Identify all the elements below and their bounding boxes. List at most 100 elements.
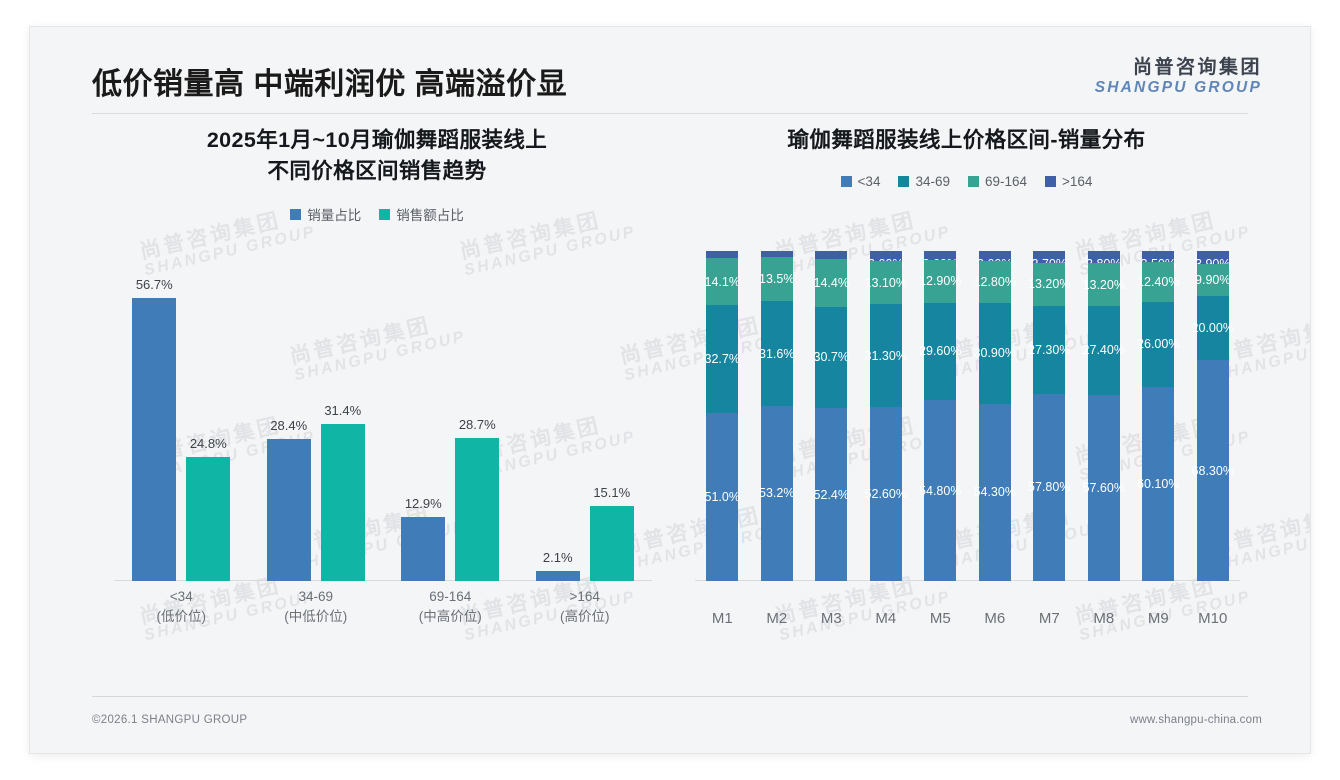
stack-segment-<34[interactable]: 52.60% [865, 407, 907, 581]
stack-segment-69-164[interactable]: 13.5% [759, 256, 794, 302]
stack-segment-label: 14.1% [704, 274, 740, 289]
stacked-bar-column[interactable]: 3.00% 12.80% 30.90% 54.30% [974, 251, 1016, 581]
stack-segment->164[interactable]: 3.00% [977, 251, 1012, 271]
stack-segment-69-164[interactable]: 12.40% [1137, 262, 1179, 303]
left-x-axis-line [114, 580, 652, 581]
stack-segment->164[interactable]: 2.60% [923, 251, 958, 271]
bar-销售额占比[interactable] [320, 424, 365, 581]
stack-segment-34-69[interactable]: 27.30% [1028, 305, 1070, 394]
bar-column[interactable]: 31.4% [320, 255, 365, 581]
stack-segment-label: 52.4% [813, 487, 849, 502]
legend-label: 销售额占比 [396, 208, 464, 224]
stack-segment-69-164[interactable]: 13.20% [1028, 262, 1070, 306]
stack-segment-69-164[interactable]: 13.20% [1083, 263, 1125, 306]
stack-segment-label: 13.10% [864, 275, 907, 290]
bar-group: 12.9% 28.7% [383, 255, 518, 581]
bar-value-label: 31.4% [324, 403, 362, 418]
bar-column[interactable]: 56.7% [132, 255, 177, 581]
stack-segment-69-164[interactable]: 12.80% [974, 260, 1016, 303]
bar-销量占比[interactable] [535, 570, 580, 581]
left-grouped-bar-chart: 56.7% 24.8% <34 (低价位) 28.4% 31.4% 34-69 (中低价位) 1… [114, 255, 652, 627]
stack-segment-label: 30.90% [973, 346, 1016, 361]
stack-segment-<34[interactable]: 68.30% [1192, 360, 1234, 581]
legend-label: >164 [1062, 173, 1093, 189]
month-tick-label: M5 [929, 610, 951, 627]
stack-segment-34-69[interactable]: 31.6% [759, 301, 794, 406]
legend-item-right-3[interactable]: >164 [1045, 174, 1092, 189]
x-tick-range: >164 [569, 588, 600, 604]
stacked-bar-column[interactable]: 3.00% 13.10% 31.30% 52.60% [865, 251, 907, 581]
stacked-bar-column[interactable]: 3.80% 13.20% 27.40% 57.60% [1083, 251, 1125, 581]
stacked-bar-column[interactable]: 2.60% 12.90% 29.60% 54.80% [919, 251, 961, 581]
stack-segment-<34[interactable]: 57.80% [1028, 393, 1070, 581]
stacked-bar-column[interactable]: 3.70% 13.20% 27.30% 57.80% [1028, 250, 1070, 581]
stack-segment-<34[interactable]: 53.2% [759, 405, 794, 581]
bar-column[interactable]: 12.9% [401, 255, 446, 581]
stack-segment-<34[interactable]: 54.30% [974, 403, 1016, 581]
x-tick-sublabel: (低价位) [156, 608, 207, 624]
stack-segment-69-164[interactable]: 12.90% [919, 259, 961, 303]
bar-销量占比[interactable] [401, 516, 446, 581]
bar-销量占比[interactable] [266, 439, 311, 581]
bar-column[interactable]: 28.4% [266, 255, 311, 581]
stack-segment->164[interactable]: 2.5% [815, 251, 848, 271]
bar-销售额占比[interactable] [455, 437, 500, 581]
stack-segment-34-69[interactable]: 31.30% [865, 304, 907, 408]
x-tick-range: 34-69 [298, 588, 334, 604]
stack-segment->164[interactable]: 3.80% [1086, 251, 1121, 271]
stack-segment-label: 14.4% [813, 276, 849, 291]
legend-item-right-1[interactable]: 34-69 [898, 174, 950, 189]
stacked-bar-column[interactable]: 3.50% 12.40% 26.00% 60.10% [1137, 250, 1179, 581]
bar-销售额占比[interactable] [186, 457, 231, 581]
page-title: 低价销量高 中端利润优 高端溢价显 [92, 68, 568, 101]
stack-segment->164[interactable]: 3.90% [1195, 251, 1230, 271]
legend-item-right-0[interactable]: <34 [840, 174, 880, 189]
stack-segment-69-164[interactable]: 14.1% [704, 258, 740, 305]
stack-segment-<34[interactable]: 54.80% [919, 400, 961, 581]
bar-value-label: 15.1% [593, 484, 631, 500]
stack-segment-34-69[interactable]: 30.7% [814, 306, 849, 409]
stacked-bar-column[interactable]: 1.8%13.5%31.6%53.2% [759, 251, 794, 581]
stack-segment->164[interactable]: 3.70% [1032, 250, 1067, 271]
stack-segment-34-69[interactable]: 32.7% [704, 304, 740, 413]
stack-segment-<34[interactable]: 57.60% [1083, 394, 1125, 581]
stack-segment-<34[interactable]: 60.10% [1137, 386, 1179, 581]
legend-item-left-1[interactable]: 销售额占比 [379, 204, 464, 224]
stack-segment-34-69[interactable]: 29.60% [919, 302, 961, 401]
stack-segment-69-164[interactable]: 9.90% [1195, 263, 1230, 296]
bar-销量占比[interactable] [132, 297, 177, 581]
stack-segment-34-69[interactable]: 30.90% [974, 302, 1016, 404]
stack-segment-34-69[interactable]: 20.00% [1192, 295, 1234, 361]
month-tick-label: M4 [875, 610, 897, 627]
left-chart-panel: 2025年1月~10月瑜伽舞蹈服装线上 不同价格区间销售趋势 销量占比 销售额占比… [92, 125, 662, 705]
stacked-bar-column[interactable]: 2.5% 14.4% 30.7% 52.4% [813, 251, 849, 581]
stack-segment-69-164[interactable]: 14.4% [813, 259, 849, 307]
legend-item-right-2[interactable]: 69-164 [967, 174, 1027, 189]
x-tick-range: <34 [169, 588, 193, 604]
month-tick-label: M7 [1038, 610, 1060, 627]
stack-segment->164[interactable]: 2.2% [706, 251, 739, 271]
legend-item-left-0[interactable]: 销量占比 [290, 204, 361, 224]
bar-销售额占比[interactable] [589, 505, 634, 581]
stack-segment-34-69[interactable]: 26.00% [1137, 302, 1179, 387]
stack-segment->164[interactable]: 3.00% [868, 251, 903, 271]
stack-segment-label: 12.40% [1137, 275, 1180, 290]
stack-segment-34-69[interactable]: 27.40% [1083, 305, 1125, 395]
bar-column[interactable]: 2.1% [535, 255, 580, 581]
stacked-bar-column[interactable]: 3.90%9.90% 20.00% 68.30% [1192, 251, 1234, 581]
stack-segment-label: 27.30% [1028, 342, 1071, 357]
right-stacked-bar-chart: 2.2% 14.1% 32.7% 51.0% M1 1.8%13.5%31.6%53.2%… [695, 250, 1240, 627]
stack-segment-69-164[interactable]: 13.10% [865, 260, 907, 305]
stack-segment-<34[interactable]: 52.4% [813, 408, 849, 581]
stack-segment->164[interactable]: 3.50% [1141, 250, 1176, 271]
bar-column[interactable]: 15.1% [589, 255, 634, 581]
right-chart-legend: <34 34-69 69-164 >164 [685, 174, 1248, 189]
month-tick-label: M1 [711, 610, 733, 627]
bar-column[interactable]: 24.8% [186, 255, 231, 581]
stacked-bar-column[interactable]: 2.2% 14.1% 32.7% 51.0% [704, 251, 740, 581]
stack-segment-label: 32.7% [704, 351, 740, 366]
legend-label: 销量占比 [307, 208, 362, 224]
stack-segment-<34[interactable]: 51.0% [705, 412, 740, 581]
bar-column[interactable]: 28.7% [455, 255, 500, 581]
stack-segment-label: 60.10% [1137, 476, 1180, 491]
